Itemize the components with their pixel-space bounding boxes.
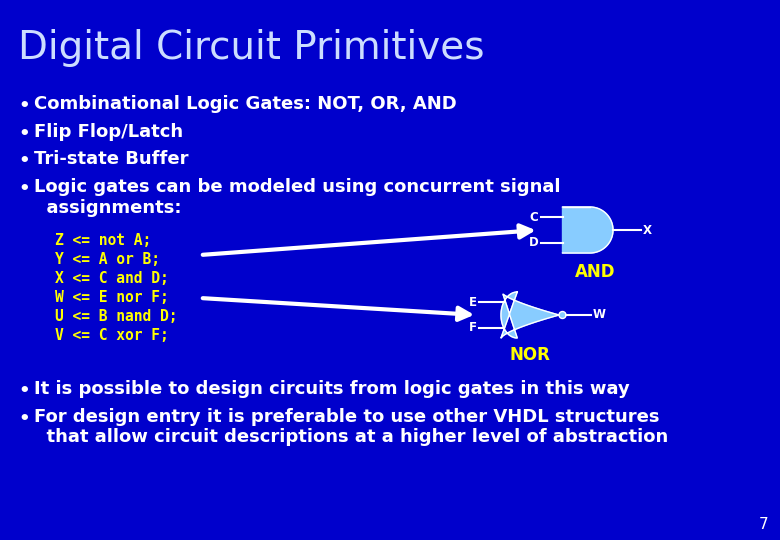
Polygon shape — [501, 292, 559, 338]
Text: W <= E nor F;: W <= E nor F; — [55, 291, 168, 306]
Text: •: • — [18, 97, 30, 115]
Text: V <= C xor F;: V <= C xor F; — [55, 328, 168, 343]
Text: C: C — [530, 211, 538, 224]
Text: Digital Circuit Primitives: Digital Circuit Primitives — [18, 29, 484, 67]
Text: E: E — [469, 295, 477, 309]
Text: It is possible to design circuits from logic gates in this way: It is possible to design circuits from l… — [34, 380, 629, 398]
Polygon shape — [562, 207, 613, 253]
Text: U <= B nand D;: U <= B nand D; — [55, 309, 178, 325]
Text: •: • — [18, 152, 30, 170]
Text: W: W — [593, 308, 606, 321]
Bar — [562, 207, 590, 253]
Text: Logic gates can be modeled using concurrent signal
  assignments:: Logic gates can be modeled using concurr… — [34, 178, 561, 217]
Text: NOR: NOR — [509, 346, 551, 364]
Text: For design entry it is preferable to use other VHDL structures
  that allow circ: For design entry it is preferable to use… — [34, 408, 668, 447]
Text: Combinational Logic Gates: NOT, OR, AND: Combinational Logic Gates: NOT, OR, AND — [34, 95, 457, 113]
Circle shape — [559, 312, 566, 319]
Text: •: • — [18, 382, 30, 400]
Text: Tri-state Buffer: Tri-state Buffer — [34, 150, 189, 168]
Text: Z <= not A;: Z <= not A; — [55, 233, 151, 248]
Text: AND: AND — [575, 263, 615, 281]
Text: •: • — [18, 125, 30, 143]
Text: Flip Flop/Latch: Flip Flop/Latch — [34, 123, 183, 140]
Text: X <= C and D;: X <= C and D; — [55, 272, 168, 286]
Text: Y <= A or B;: Y <= A or B; — [55, 252, 160, 267]
Text: D: D — [529, 237, 538, 249]
Text: F: F — [469, 321, 477, 334]
Text: •: • — [18, 410, 30, 428]
Text: X: X — [643, 224, 652, 237]
Text: 7: 7 — [758, 517, 768, 532]
Text: •: • — [18, 180, 30, 198]
